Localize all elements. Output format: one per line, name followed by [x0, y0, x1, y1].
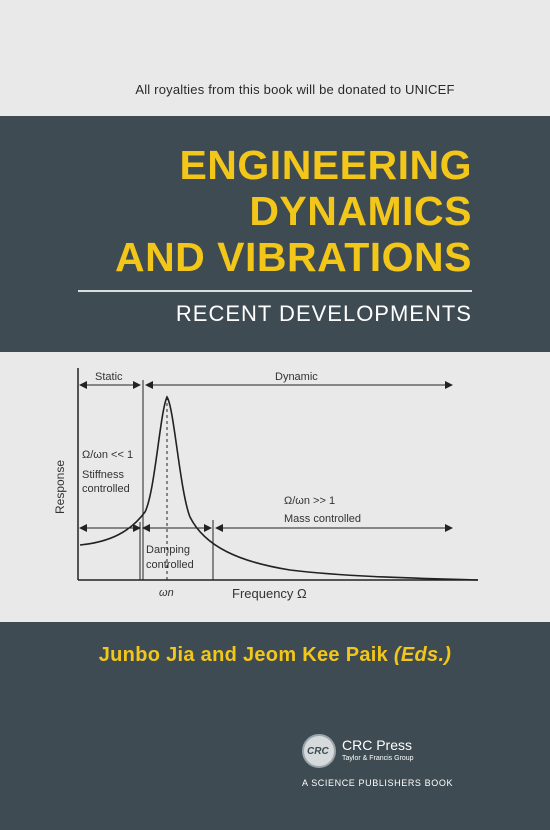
publisher-group: Taylor & Francis Group — [342, 755, 414, 762]
author-names: Junbo Jia and Jeom Kee Paik — [98, 644, 389, 666]
publisher-name: CRC Press — [342, 737, 413, 753]
omega-n-label: ωn — [159, 587, 174, 599]
stiffness-label-1: Stiffness — [82, 469, 124, 481]
response-diagram: Static Dynamic Response Ω/ωn << 1 Stiffn… — [0, 352, 550, 622]
response-label: Response — [53, 460, 67, 514]
publisher-series: A SCIENCE PUBLISHERS BOOK — [302, 778, 454, 788]
high-ratio-label: Ω/ωn >> 1 — [284, 495, 335, 507]
dynamic-label: Dynamic — [275, 371, 318, 383]
frequency-label: Frequency Ω — [232, 586, 307, 601]
authors: Junbo Jia and Jeom Kee Paik (Eds.) — [0, 644, 550, 667]
title-line-1: ENGINEERING — [179, 142, 472, 188]
book-title: ENGINEERING DYNAMICS AND VIBRATIONS — [115, 142, 472, 280]
author-band — [0, 622, 550, 830]
crc-logo-text: CRC — [307, 746, 329, 757]
crc-logo-icon: CRC — [302, 734, 336, 768]
title-band — [0, 116, 550, 352]
low-ratio-label: Ω/ωn << 1 — [82, 449, 133, 461]
response-curve — [79, 395, 479, 581]
book-subtitle: RECENT DEVELOPMENTS — [175, 301, 472, 326]
publisher-block: CRC CRC Press Taylor & Francis Group A S… — [302, 734, 502, 794]
damping-label-1: Damping — [146, 544, 190, 556]
title-line-2: DYNAMICS — [249, 188, 472, 234]
title-line-3: AND VIBRATIONS — [114, 234, 472, 280]
static-label: Static — [95, 371, 123, 383]
mass-label: Mass controlled — [284, 513, 361, 525]
royalty-note: All royalties from this book will be don… — [135, 82, 455, 97]
response-diagram-svg: Static Dynamic Response Ω/ωn << 1 Stiffn… — [53, 368, 479, 601]
damping-label-2: controlled — [146, 559, 194, 571]
editors-suffix: (Eds.) — [393, 644, 452, 666]
stiffness-label-2: controlled — [82, 483, 130, 495]
title-divider — [78, 290, 472, 292]
